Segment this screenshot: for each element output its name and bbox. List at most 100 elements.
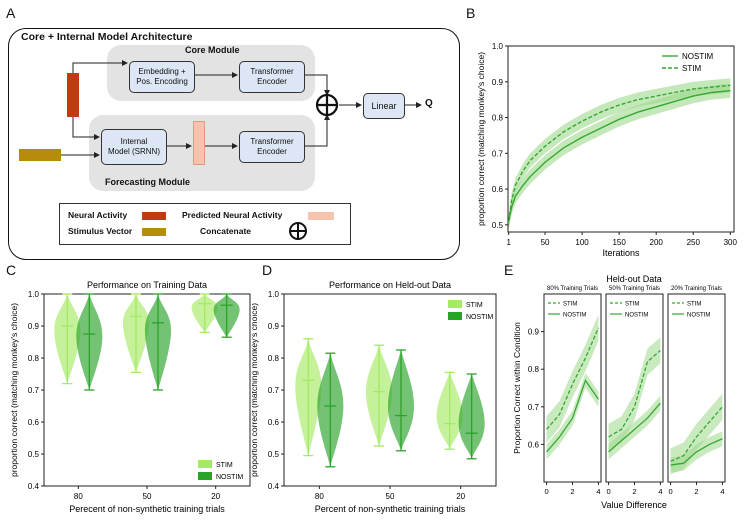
legend-swatch-stim [448,300,462,308]
core-module-label: Core Module [185,45,240,55]
plot-frame [507,45,735,233]
legend-label-stim: STIM [682,64,701,73]
internal-model-line2: Model (SRNN) [107,147,160,156]
forecast-module-label: Forecasting Module [105,177,191,187]
x-tick-label: 150 [612,238,626,247]
transformer-encoder-forecast: Transformer Encoder [239,131,305,163]
series-line-nostim [608,402,661,453]
legend-neural-label: Neural Activity [68,210,128,220]
y-tick-label: 0.7 [528,403,540,412]
transformer-encoder-core: Transformer Encoder [239,61,305,93]
y-axis-label: Proportion Correct within Condition [512,322,522,454]
neural-activity-block [67,73,79,117]
chart-b-learning-curve: 0.50.60.70.80.91.01 50 100 150 200 250 300Iter… [476,42,738,258]
chart-title: Performance on Training Data [87,280,207,290]
legend-concat-symbol [289,222,307,240]
y-axis-label: proportion correct (matching monkey's ch… [252,303,259,477]
y-tick-label: 0.6 [528,440,540,449]
linear-box: Linear [363,93,405,119]
x-axis-label: Percent of non-synthetic training trials [315,504,466,514]
legend-label-nostim: NOSTIM [466,314,493,321]
legend-label-stim: STIM [216,462,233,469]
legend-label-nostim: NOSTIM [216,474,243,481]
x-tick-label: 100 [575,238,589,247]
legend-label-nostim: NOSTIM [563,313,586,319]
embedding-box: Embedding + Pos. Encoding [129,61,195,93]
embedding-line2: Pos. Encoding [136,77,188,86]
series-line-nostim [670,438,723,466]
y-tick-label: 0.9 [268,322,280,331]
band-stim [670,393,723,475]
y-tick-label: 0.7 [268,386,280,395]
internal-model-line1: Internal [120,137,148,146]
y-tick-label: 0.8 [528,365,540,374]
transformer-forecast-line1: Transformer [250,137,294,146]
x-tick-label: 50 [143,492,152,501]
legend-label-nostim: NOSTIM [687,313,710,319]
x-tick-label: 4 [720,487,724,496]
x-tick-label: 250 [687,238,701,247]
transformer-forecast-line2: Encoder [257,147,287,156]
y-tick-label: 0.8 [268,354,280,363]
x-tick-label: 80 [74,492,83,501]
band-nostim [608,395,661,460]
y-tick-label: 1.0 [492,42,504,51]
concatenate-symbol [315,93,339,117]
y-tick-label: 0.8 [492,114,504,123]
x-tick-label: 2 [632,487,636,496]
legend-stimulus-label: Stimulus Vector [68,226,133,236]
x-tick-label: 50 [541,238,550,247]
y-tick-label: 0.4 [268,482,280,491]
series-line-nostim [508,90,731,222]
series-line-stim [546,327,600,430]
architecture-legend: Neural Activity Predicted Neural Activit… [59,203,351,245]
embedding-line1: Embedding + [138,67,186,76]
subplot-title: 80% Training Trials [547,286,598,292]
y-tick-label: 0.5 [492,221,504,230]
internal-model-box: Internal Model (SRNN) [101,129,167,165]
y-tick-label: 0.6 [28,418,40,427]
x-tick-label: 20 [456,492,465,501]
y-tick-label: 0.6 [492,185,504,194]
x-tick-label: 4 [596,487,600,496]
band-stim [546,314,599,443]
subplot-title: 20% Training Trials [671,286,722,292]
legend-neural-swatch [142,212,166,220]
architecture-arrows [61,60,422,158]
series-line-nostim [546,379,599,453]
y-tick-label: 0.9 [28,322,40,331]
y-tick-label: 0.5 [28,450,40,459]
x-tick-label: 2 [694,487,698,496]
subplot-title: 50% Training Trials [609,286,660,292]
legend-swatch-stim [198,460,212,468]
y-tick-label: 0.7 [28,386,40,395]
series-line-stim [670,406,723,462]
legend-swatch-nostim [198,472,212,480]
transformer-core-line1: Transformer [250,67,294,76]
series-line-stim [608,349,661,438]
legend-label-stim: STIM [625,302,639,308]
x-tick-label: 0 [607,487,611,496]
x-tick-label: 0 [669,487,673,496]
stimulus-vector-block [19,149,61,161]
legend-concat-label: Concatenate [200,226,252,236]
legend-predicted-label: Predicted Neural Activity [182,210,283,220]
x-tick-label: 200 [650,238,664,247]
legend-swatch-nostim [448,312,462,320]
x-tick-label: 20 [211,492,220,501]
x-tick-label: 80 [315,492,324,501]
y-axis-label: proportion correct (matching monkey's ch… [476,52,486,226]
output-q: Q [425,98,433,109]
x-tick-label: 4 [658,487,662,496]
predicted-activity-block [193,121,205,165]
x-tick-label: 2 [570,487,574,496]
x-axis-label: Perecent of non-synthetic training trial… [69,504,225,514]
x-tick-label: 1 [507,238,512,247]
y-axis-label: proportion correct (matching monkey's ch… [9,303,19,477]
architecture-panel: Core + Internal Model Architecture Core … [8,28,460,260]
legend-predicted-swatch [308,212,334,220]
legend-label-stim: STIM [687,302,701,308]
y-tick-label: 0.5 [268,450,280,459]
panel-letter-d: D [262,262,273,278]
legend-label-nostim: NOSTIM [682,52,713,61]
